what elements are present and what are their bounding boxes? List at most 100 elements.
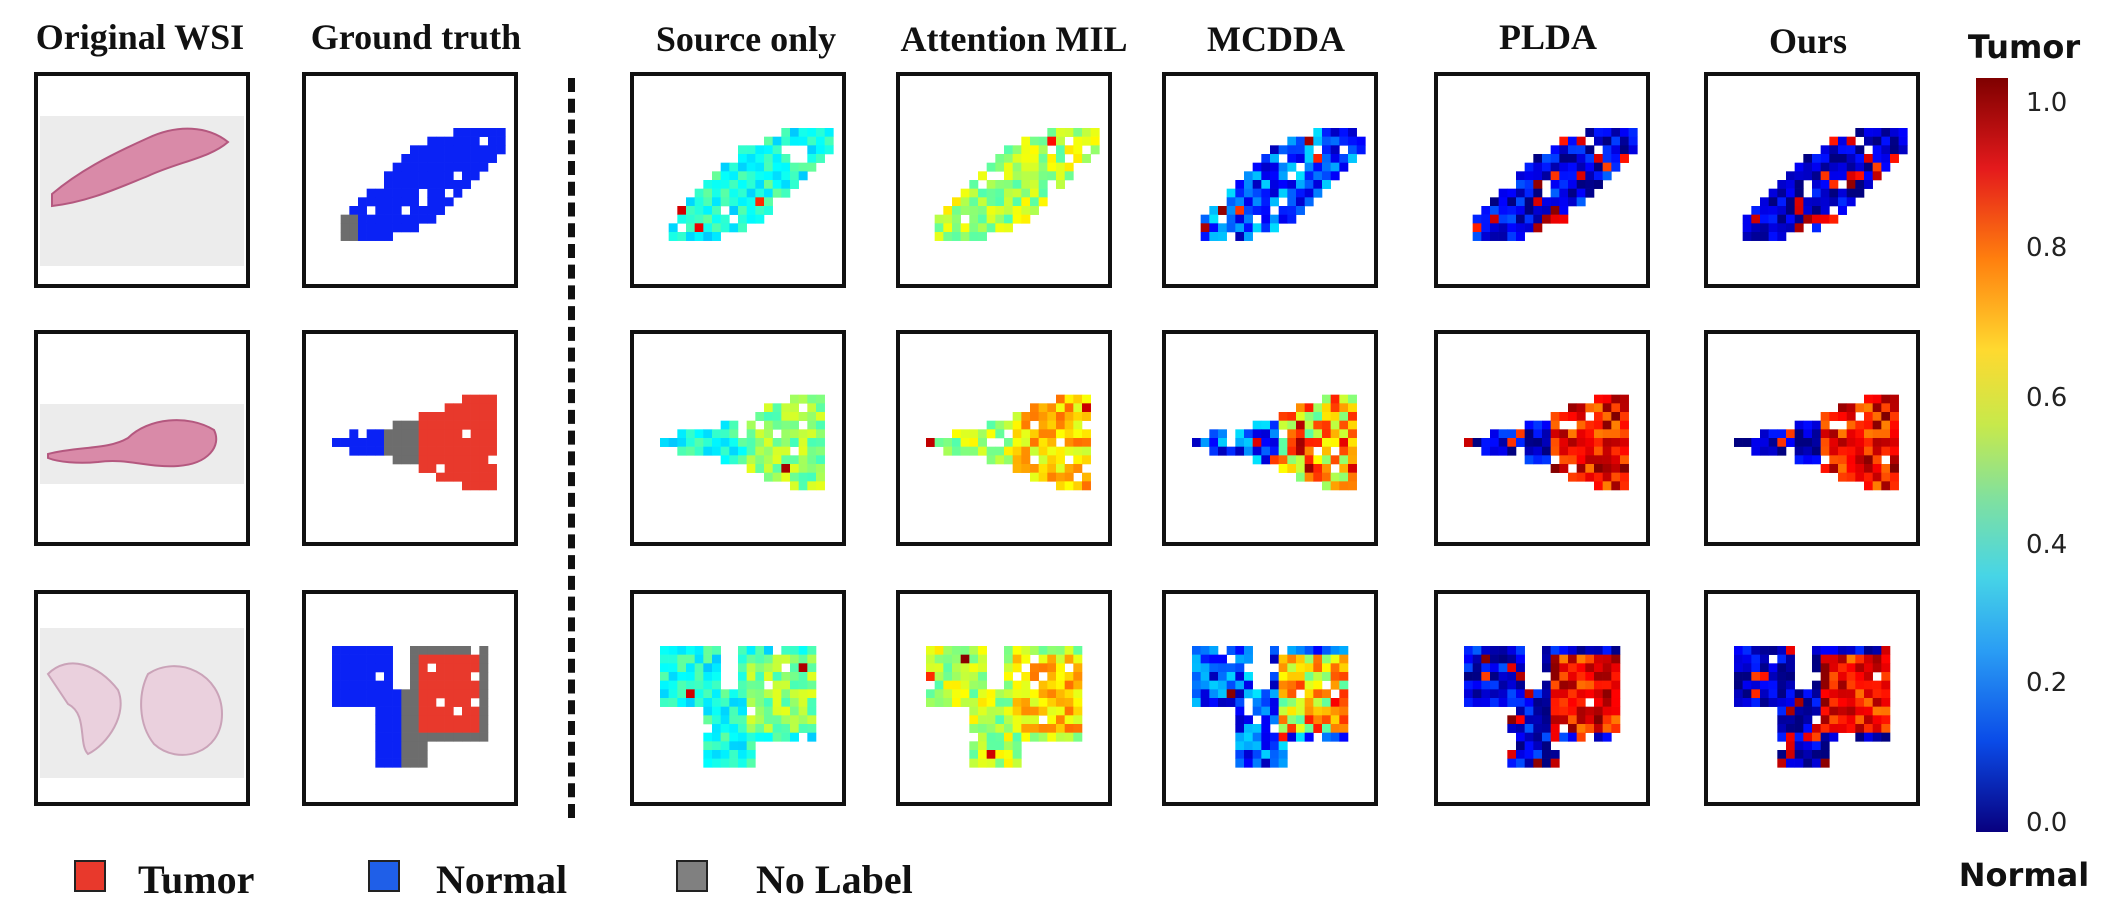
heatmap-cell	[1226, 223, 1236, 233]
heatmap-cell	[1313, 663, 1323, 673]
heatmap-cell	[1803, 715, 1813, 725]
heatmap-cell	[1490, 197, 1499, 207]
heatmap-cell	[1838, 145, 1847, 155]
heatmap-cell	[755, 654, 765, 664]
heatmap-cell	[1516, 206, 1525, 215]
heatmap-cell	[1611, 672, 1621, 681]
heatmap-cell	[427, 154, 437, 163]
heatmap-cell	[755, 680, 765, 690]
heatmap-cell	[1304, 154, 1314, 163]
heatmap-cell	[340, 646, 350, 655]
heatmap-cell	[1244, 715, 1253, 725]
heatmap-cell	[790, 438, 799, 447]
heatmap-cell	[1524, 758, 1534, 768]
heatmap-cell	[462, 698, 471, 707]
heatmap-cell	[1542, 214, 1551, 224]
heatmap-cell	[479, 162, 489, 172]
heatmap-cell	[694, 646, 704, 655]
heatmap-cell	[746, 741, 756, 751]
heatmap-cell	[1056, 180, 1065, 189]
heatmap-cell	[1760, 646, 1769, 655]
heatmap-cell	[1287, 145, 1297, 155]
heatmap-cell	[1296, 154, 1305, 163]
heatmap-cell	[462, 464, 471, 473]
heatmap-cell	[1864, 162, 1873, 172]
heatmap-cell	[1330, 154, 1340, 163]
heatmap-cell	[686, 689, 695, 699]
heatmap-cell	[1542, 732, 1551, 742]
heatmap-cell	[1742, 232, 1752, 241]
heatmap-cell	[1864, 663, 1873, 673]
heatmap-cell	[1082, 446, 1091, 456]
heatmap-cell	[764, 724, 773, 733]
heatmap-cell	[427, 680, 437, 690]
heatmap-cell	[1846, 698, 1856, 707]
heatmap-cell	[1777, 429, 1787, 439]
heatmap-cell	[720, 429, 730, 439]
heatmap-cell	[1829, 663, 1839, 673]
heatmap-cell	[1490, 654, 1499, 664]
heatmap-cell	[1829, 154, 1839, 163]
heatmap-cell	[1820, 154, 1830, 163]
heatmap-cell	[1585, 663, 1595, 673]
heatmap-cell	[1898, 145, 1908, 155]
heatmap-cell	[969, 758, 979, 768]
heatmap-cell	[1568, 455, 1577, 465]
heatmap-cell	[694, 232, 704, 241]
heatmap-cell	[1082, 412, 1091, 421]
panel-ours-row-3	[1704, 590, 1920, 806]
heatmap-cell	[1030, 180, 1039, 189]
heatmap-cell	[1820, 732, 1830, 742]
heatmap-cell	[1829, 689, 1839, 699]
heatmap-cell	[1768, 672, 1778, 681]
heatmap-cell	[1777, 672, 1787, 681]
heatmap-cell	[781, 689, 791, 699]
heatmap-cell	[1786, 750, 1795, 759]
heatmap-cell	[1330, 706, 1340, 716]
panel-original-row-2	[34, 330, 250, 546]
heatmap-cell	[1498, 232, 1508, 241]
heatmap-cell	[1898, 136, 1908, 146]
heatmap-cell	[1472, 689, 1482, 699]
heatmap-cell	[436, 162, 445, 172]
heatmap-cell	[1872, 446, 1882, 456]
heatmap-cell	[1516, 732, 1525, 742]
heatmap-cell	[1278, 706, 1288, 716]
heatmap-cell	[1481, 223, 1491, 233]
heatmap-cell	[1620, 455, 1629, 465]
heatmap-cell	[712, 654, 721, 664]
prediction-heatmap	[934, 128, 1100, 241]
heatmap-cell	[358, 223, 367, 233]
heatmap-cell	[444, 455, 454, 465]
heatmap-cell	[746, 724, 756, 733]
heatmap-cell	[1550, 446, 1560, 456]
heatmap-cell	[1200, 680, 1210, 690]
heatmap-cell	[444, 154, 454, 163]
heatmap-cell	[1339, 446, 1349, 456]
heatmap-cell	[1768, 646, 1778, 655]
heatmap-cell	[1794, 180, 1804, 189]
heatmap-cell	[1742, 654, 1752, 664]
heatmap-cell	[1838, 188, 1847, 198]
heatmap-cell	[410, 154, 419, 163]
heatmap-cell	[1012, 145, 1022, 155]
heatmap-cell	[1777, 706, 1787, 716]
heatmap-cell	[332, 654, 341, 664]
heatmap-cell	[1516, 724, 1525, 733]
heatmap-cell	[720, 750, 730, 759]
heatmap-cell	[703, 715, 713, 725]
prediction-heatmap	[660, 394, 825, 491]
heatmap-cell	[1812, 188, 1821, 198]
heatmap-cell	[1296, 698, 1305, 707]
heatmap-cell	[418, 724, 428, 733]
legend-label-normal: Normal	[436, 857, 568, 902]
heatmap-cell	[1313, 188, 1323, 198]
heatmap-cell	[1576, 672, 1586, 681]
heatmap-cell	[1313, 698, 1323, 707]
heatmap-cell	[1244, 197, 1253, 207]
heatmap-cell	[1507, 680, 1517, 690]
heatmap-cell	[479, 715, 489, 725]
heatmap-cell	[807, 162, 817, 172]
heatmap-cell	[798, 446, 808, 456]
heatmap-cell	[807, 706, 817, 716]
